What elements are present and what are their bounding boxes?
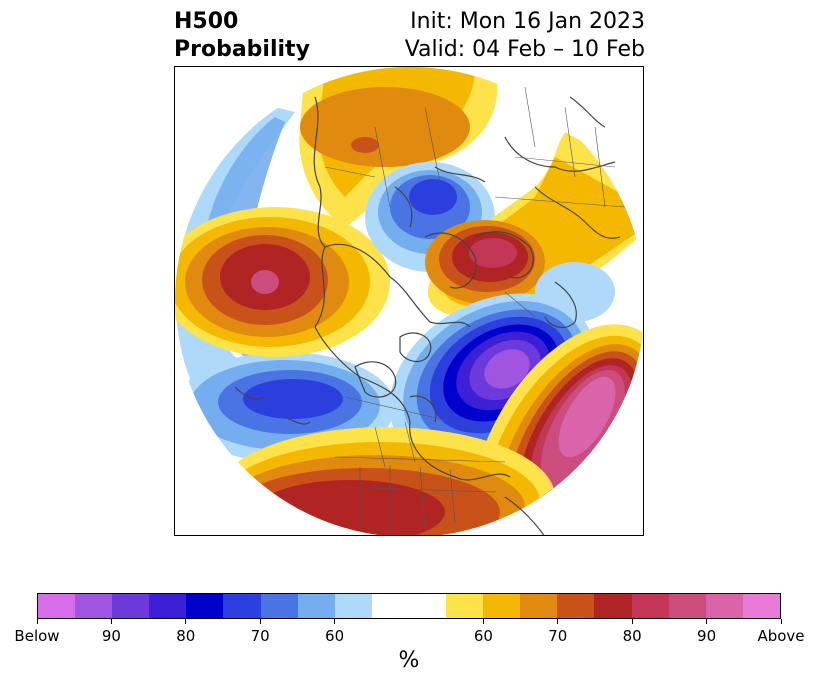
colorbar-tick-mark bbox=[780, 619, 782, 624]
init-date: Init: Mon 16 Jan 2023 bbox=[410, 9, 645, 34]
colorbar-swatch bbox=[594, 594, 632, 618]
anomaly-above-east-siberia bbox=[299, 67, 498, 227]
colorbar-tick-label: 60 bbox=[473, 627, 493, 645]
title-variable: H500 bbox=[174, 9, 239, 34]
colorbar-tick-mark bbox=[482, 619, 484, 624]
colorbar-tick-mark bbox=[631, 619, 633, 624]
colorbar-swatch bbox=[446, 594, 484, 618]
colorbar-swatch bbox=[112, 594, 150, 618]
anomaly-above-barents bbox=[425, 132, 643, 318]
colorbar-swatch bbox=[149, 594, 187, 618]
colorbar-swatch bbox=[557, 594, 595, 618]
colorbar-tick-mark bbox=[185, 619, 187, 624]
colorbar-tick-mark bbox=[706, 619, 708, 624]
colorbar-swatch bbox=[520, 594, 558, 618]
valid-period: Valid: 04 Feb – 10 Feb bbox=[404, 37, 645, 62]
colorbar-swatch bbox=[631, 594, 669, 618]
colorbar-swatch bbox=[38, 594, 76, 618]
colorbar-swatch bbox=[668, 594, 706, 618]
coastlines bbox=[234, 96, 621, 535]
colorbar-tick-label: 90 bbox=[697, 627, 717, 645]
colorbar-swatch bbox=[334, 594, 372, 618]
colorbar-swatch bbox=[408, 594, 447, 618]
colorbar-tick-mark bbox=[110, 619, 112, 624]
colorbar-swatch bbox=[297, 594, 335, 618]
political-borders bbox=[324, 86, 626, 532]
colorbar-swatch bbox=[223, 594, 261, 618]
colorbar-swatch bbox=[260, 594, 298, 618]
colorbar-tick-label: 70 bbox=[548, 627, 568, 645]
colorbar-unit: % bbox=[398, 648, 420, 673]
colorbar-tick-label: 90 bbox=[101, 627, 121, 645]
colorbar-swatch bbox=[705, 594, 743, 618]
colorbar-swatch bbox=[371, 594, 409, 618]
colorbar-tick-mark bbox=[259, 619, 261, 624]
colorbar-tick-label: 70 bbox=[250, 627, 270, 645]
colorbar-tick-mark bbox=[36, 619, 38, 624]
title-field: Probability bbox=[174, 37, 310, 62]
colorbar-tick-mark bbox=[334, 619, 336, 624]
map-title: H500 Probability bbox=[174, 8, 310, 64]
colorbar-swatch bbox=[742, 594, 780, 618]
map-dates: Init: Mon 16 Jan 2023 Valid: 04 Feb – 10… bbox=[405, 8, 645, 64]
colorbar-tick-mark bbox=[557, 619, 559, 624]
map-panel bbox=[174, 66, 644, 536]
colorbar-swatch bbox=[75, 594, 113, 618]
probability-map bbox=[175, 67, 643, 535]
colorbar-swatch bbox=[483, 594, 521, 618]
colorbar-tick-label: 80 bbox=[622, 627, 642, 645]
colorbar-tick-label: Above bbox=[757, 627, 805, 645]
anomaly-above-gulf-of-alaska bbox=[175, 207, 390, 357]
colorbar-swatch bbox=[186, 594, 224, 618]
colorbar-tick-label: 80 bbox=[176, 627, 196, 645]
colorbar bbox=[37, 593, 781, 619]
colorbar-tick-label: 60 bbox=[325, 627, 345, 645]
colorbar-tick-label: Below bbox=[14, 627, 60, 645]
